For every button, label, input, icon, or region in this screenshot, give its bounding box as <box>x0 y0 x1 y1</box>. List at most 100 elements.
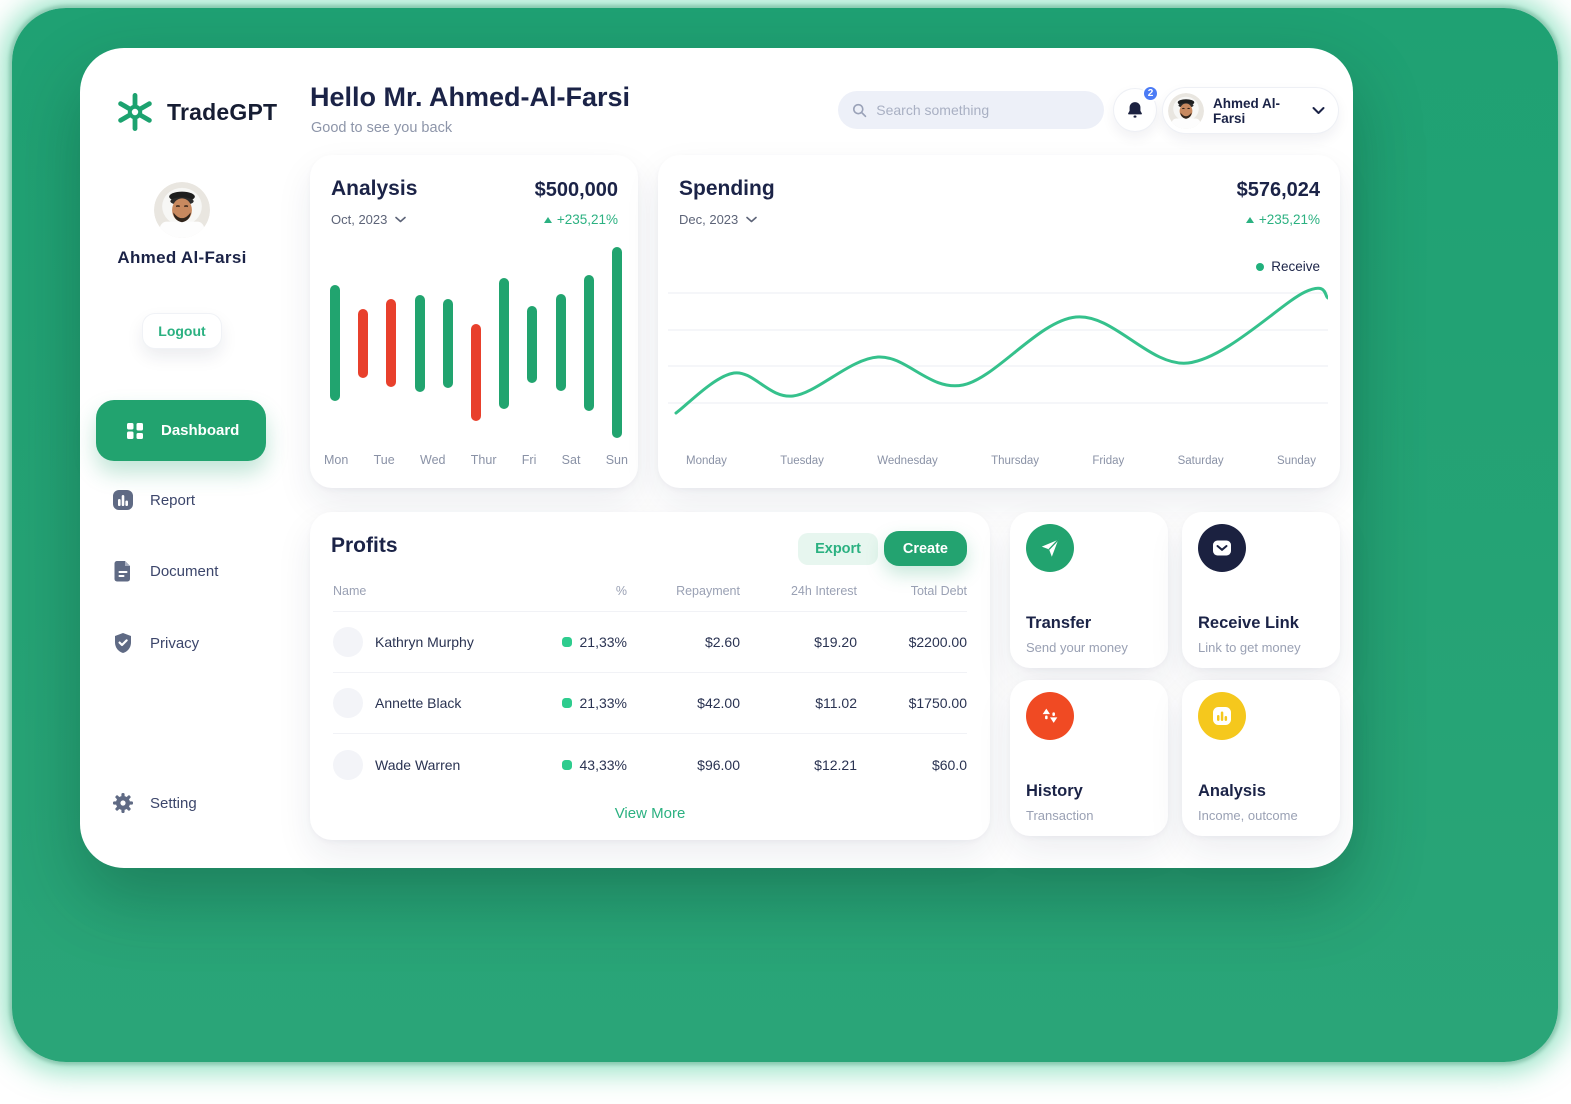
analysis-title: Analysis <box>331 177 418 200</box>
quick-action-subtitle: Link to get money <box>1198 640 1301 655</box>
x-axis-label: Sun <box>605 453 628 467</box>
search-bar[interactable] <box>838 91 1104 129</box>
profits-table-header: Name % Repayment 24h Interest Total Debt <box>333 584 967 612</box>
row-avatar <box>333 749 363 780</box>
analysis-card: Analysis $500,000 Oct, 2023 +235,21% Mon… <box>310 155 638 488</box>
x-axis-label: Saturday <box>1177 455 1224 467</box>
x-axis-label: Wednesday <box>877 455 938 467</box>
row-repayment: $42.00 <box>697 695 740 711</box>
candle-bar <box>358 309 369 378</box>
quick-action-title: History <box>1026 782 1083 800</box>
candlestick-chart <box>330 243 622 443</box>
profits-table: Name % Repayment 24h Interest Total Debt… <box>333 584 967 795</box>
analysis-shortcut-card[interactable]: Analysis Income, outcome <box>1182 680 1340 836</box>
notifications-button[interactable]: 2 <box>1114 85 1159 131</box>
trend-up-icon <box>1245 216 1254 223</box>
x-axis-label: Sunday <box>1276 455 1316 467</box>
candle-bar <box>330 285 340 401</box>
analysis-amount: $500,000 <box>534 179 618 201</box>
sidebar-item-document[interactable]: Document <box>110 555 218 587</box>
sidebar-item-report[interactable]: Report <box>110 484 195 516</box>
sidebar-item-label: Setting <box>150 794 197 812</box>
table-row[interactable]: Annette Black 21,33% $42.00 $11.02 $1750… <box>333 673 967 734</box>
profits-title: Profits <box>331 534 398 557</box>
candle-bar <box>499 278 510 409</box>
profits-card: Profits Export Create Name % Repayment 2… <box>310 512 990 840</box>
row-interest: $12.21 <box>814 756 857 773</box>
x-axis-label: Tuesday <box>780 455 824 467</box>
analysis-change: +235,21% <box>543 212 618 227</box>
row-percent: 43,33% <box>579 756 627 773</box>
row-avatar <box>333 627 363 657</box>
spending-x-labels: Monday Tuesday Wednesday Thursday Friday Satu… <box>686 455 1316 467</box>
spending-legend: Receive <box>1256 259 1320 274</box>
quick-action-subtitle: Send your money <box>1026 640 1128 655</box>
setting-gear-icon <box>110 790 136 816</box>
row-percent: 21,33% <box>579 695 627 711</box>
spending-period-label: Dec, 2023 <box>679 212 739 227</box>
row-total-debt: $60.0 <box>931 756 967 773</box>
x-axis-label: Thursday <box>991 455 1040 467</box>
brand: TradeGPT <box>113 90 277 134</box>
quick-action-title: Transfer <box>1026 614 1092 632</box>
bell-icon <box>1128 102 1142 118</box>
history-card[interactable]: History Transaction <box>1010 680 1168 836</box>
row-total-debt: $2200.00 <box>908 634 967 650</box>
row-repayment: $96.00 <box>697 756 740 773</box>
x-axis-label: Fri <box>521 453 537 467</box>
topbar-user-avatar <box>1168 93 1204 129</box>
brand-name: TradeGPT <box>167 98 278 125</box>
quick-action-subtitle: Transaction <box>1026 808 1094 823</box>
row-avatar <box>333 688 363 718</box>
analysis-period-select[interactable]: Oct, 2023 <box>331 212 407 227</box>
x-axis-label: Monday <box>686 455 727 467</box>
trend-up-icon <box>543 216 552 223</box>
candle-bar <box>414 295 425 392</box>
spending-change: +235,21% <box>1245 212 1320 227</box>
column-header-interest: 24h Interest <box>790 584 857 598</box>
column-header-percent: % <box>615 584 627 598</box>
chevron-down-icon <box>395 216 407 223</box>
sidebar-item-label: Dashboard <box>161 422 240 439</box>
x-axis-label: Tue <box>373 453 395 467</box>
table-row[interactable]: Wade Warren 43,33% $96.00 $12.21 $60.0 <box>333 734 967 795</box>
percent-dot-icon <box>561 698 572 708</box>
table-row[interactable]: Kathryn Murphy 21,33% $2.60 $19.20 $2200… <box>333 612 967 673</box>
search-input[interactable] <box>876 102 1090 118</box>
spending-period-select[interactable]: Dec, 2023 <box>679 212 758 227</box>
app-window: TradeGPT Ahmed Al-Farsi Logout Dashboard <box>80 48 1353 868</box>
sidebar-user-name: Ahmed Al-Farsi <box>117 248 247 267</box>
search-icon <box>852 103 867 117</box>
chevron-down-icon <box>746 216 758 223</box>
column-header-name: Name <box>333 584 367 598</box>
user-menu[interactable]: Ahmed Al-Farsi <box>1163 88 1338 133</box>
envelope-icon <box>1198 524 1246 572</box>
legend-dot-icon <box>1256 262 1265 271</box>
logout-button[interactable]: Logout <box>143 314 221 348</box>
sidebar-item-setting[interactable]: Setting <box>110 787 197 819</box>
sidebar-item-dashboard[interactable]: Dashboard <box>96 400 266 461</box>
mini-bar-chart-icon <box>1198 692 1246 740</box>
privacy-shield-icon <box>110 630 136 656</box>
row-total-debt: $1750.00 <box>908 695 967 711</box>
sidebar-item-privacy[interactable]: Privacy <box>110 627 199 659</box>
export-button[interactable]: Export <box>798 533 878 565</box>
transfer-card[interactable]: Transfer Send your money <box>1010 512 1168 668</box>
notification-badge: 2 <box>1142 85 1159 102</box>
x-axis-label: Friday <box>1092 455 1125 467</box>
receive-link-card[interactable]: Receive Link Link to get money <box>1182 512 1340 668</box>
document-icon <box>110 558 136 584</box>
row-interest: $11.02 <box>815 695 857 711</box>
create-button[interactable]: Create <box>883 531 967 566</box>
quick-action-title: Analysis <box>1198 782 1266 800</box>
percent-dot-icon <box>561 759 572 770</box>
spending-card: Spending $576,024 Dec, 2023 +235,21% Rec… <box>658 155 1340 488</box>
x-axis-label: Thur <box>470 453 497 467</box>
x-axis-label: Wed <box>420 453 446 467</box>
tradegpt-logo-icon <box>118 93 152 131</box>
candle-bar <box>583 275 594 411</box>
sidebar-item-label: Privacy <box>150 634 200 652</box>
view-more-link[interactable]: View More <box>614 805 686 822</box>
spending-line-chart <box>668 286 1328 415</box>
spending-amount: $576,024 <box>1236 179 1320 201</box>
